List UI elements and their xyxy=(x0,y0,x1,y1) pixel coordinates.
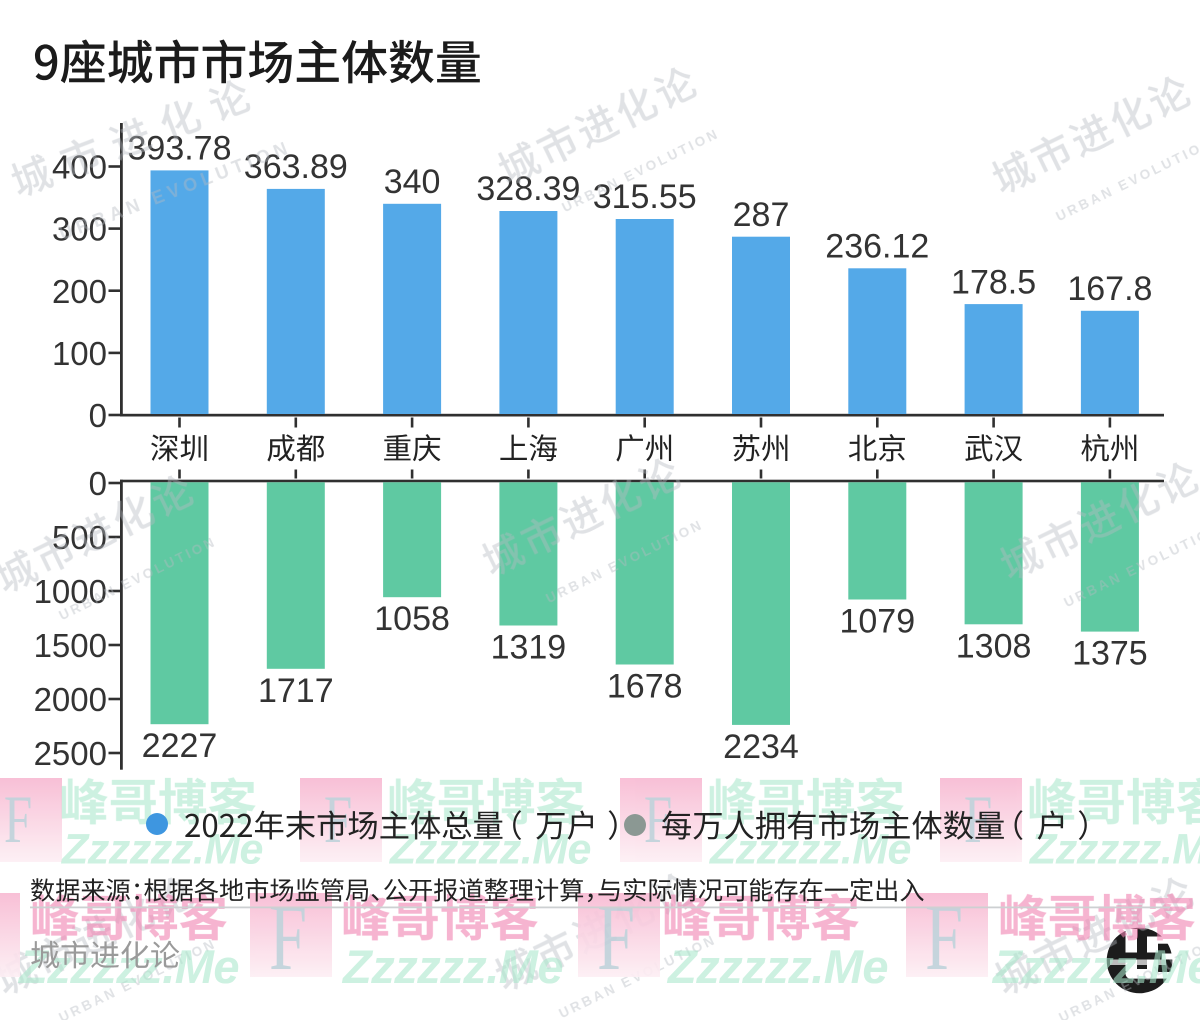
svg-text:178.5: 178.5 xyxy=(951,263,1036,301)
svg-text:1308: 1308 xyxy=(956,627,1032,665)
svg-text:340: 340 xyxy=(384,163,441,201)
svg-text:236.12: 236.12 xyxy=(825,228,929,266)
svg-text:1678: 1678 xyxy=(607,668,683,706)
svg-text:0: 0 xyxy=(89,397,107,434)
svg-text:1500: 1500 xyxy=(34,627,107,664)
svg-text:1058: 1058 xyxy=(374,600,450,638)
svg-text:2234: 2234 xyxy=(723,728,799,766)
svg-text:2500: 2500 xyxy=(34,735,107,772)
svg-text:100: 100 xyxy=(52,335,107,372)
svg-text:1319: 1319 xyxy=(491,629,567,667)
svg-text:2227: 2227 xyxy=(142,727,218,765)
svg-text:1079: 1079 xyxy=(839,603,915,641)
svg-text:167.8: 167.8 xyxy=(1067,270,1152,308)
svg-text:1717: 1717 xyxy=(258,672,334,710)
svg-text:287: 287 xyxy=(733,196,790,234)
svg-text:0: 0 xyxy=(89,465,107,502)
svg-text:200: 200 xyxy=(52,273,107,310)
svg-text:2000: 2000 xyxy=(34,681,107,718)
svg-text:1375: 1375 xyxy=(1072,635,1148,673)
